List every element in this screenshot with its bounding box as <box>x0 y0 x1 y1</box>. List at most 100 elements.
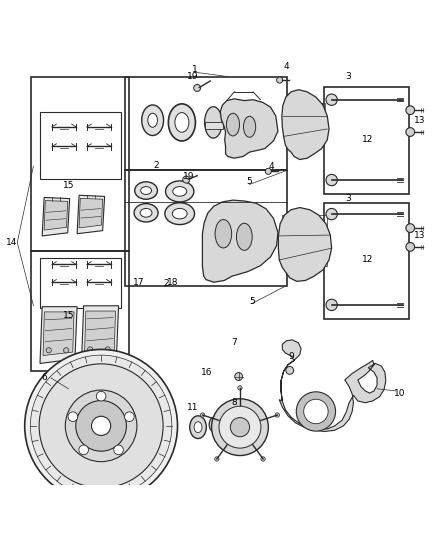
Bar <box>31 77 130 251</box>
Circle shape <box>304 399 328 424</box>
Text: 14: 14 <box>6 238 17 247</box>
Ellipse shape <box>190 416 206 439</box>
Bar <box>31 251 130 372</box>
Circle shape <box>215 457 219 461</box>
Polygon shape <box>85 311 116 354</box>
Polygon shape <box>220 99 278 158</box>
Ellipse shape <box>205 107 222 138</box>
Text: 1: 1 <box>192 64 198 74</box>
Text: 13: 13 <box>414 231 426 240</box>
Text: 15: 15 <box>63 311 74 320</box>
Text: 12: 12 <box>362 135 373 144</box>
Circle shape <box>68 412 78 422</box>
Ellipse shape <box>226 113 240 136</box>
Polygon shape <box>279 340 386 432</box>
Circle shape <box>96 391 106 401</box>
Circle shape <box>124 412 134 422</box>
Circle shape <box>406 243 415 251</box>
Text: 10: 10 <box>395 389 406 398</box>
Polygon shape <box>205 123 223 129</box>
Circle shape <box>105 347 110 352</box>
Polygon shape <box>44 200 68 230</box>
Text: 2: 2 <box>153 161 159 169</box>
Circle shape <box>275 413 279 417</box>
Ellipse shape <box>140 208 152 217</box>
Text: 17: 17 <box>132 278 144 287</box>
Circle shape <box>286 367 293 374</box>
Text: 3: 3 <box>345 72 351 81</box>
Circle shape <box>261 457 265 461</box>
Circle shape <box>183 176 190 183</box>
Bar <box>40 258 121 308</box>
Circle shape <box>219 406 261 448</box>
Circle shape <box>212 399 268 456</box>
Circle shape <box>296 392 336 431</box>
Circle shape <box>194 84 201 92</box>
Text: 19: 19 <box>183 172 194 181</box>
Circle shape <box>326 174 337 185</box>
Text: 16: 16 <box>201 368 212 377</box>
Polygon shape <box>43 312 74 356</box>
Circle shape <box>39 364 163 488</box>
Circle shape <box>201 413 205 417</box>
Polygon shape <box>282 90 329 159</box>
Bar <box>125 77 287 171</box>
Circle shape <box>230 417 250 437</box>
Circle shape <box>406 224 415 232</box>
Circle shape <box>88 347 93 352</box>
Circle shape <box>326 94 337 106</box>
Ellipse shape <box>172 208 187 219</box>
Text: 3: 3 <box>345 195 351 203</box>
Text: 19: 19 <box>187 72 198 81</box>
Polygon shape <box>40 306 77 364</box>
Ellipse shape <box>165 203 194 224</box>
Bar <box>125 171 287 286</box>
Circle shape <box>25 350 177 502</box>
Circle shape <box>114 445 124 455</box>
Ellipse shape <box>194 422 202 433</box>
Polygon shape <box>202 200 278 282</box>
Ellipse shape <box>209 417 220 432</box>
Text: 6: 6 <box>42 373 47 382</box>
Ellipse shape <box>244 116 256 138</box>
Text: 5: 5 <box>247 177 252 186</box>
Text: 7: 7 <box>231 338 237 348</box>
Circle shape <box>30 355 172 497</box>
Ellipse shape <box>173 187 187 196</box>
Ellipse shape <box>135 182 157 199</box>
Polygon shape <box>77 195 105 234</box>
Text: 18: 18 <box>167 278 179 287</box>
Text: 4: 4 <box>284 62 290 71</box>
Ellipse shape <box>134 204 158 222</box>
Ellipse shape <box>166 181 194 202</box>
Text: 8: 8 <box>231 398 237 407</box>
Text: 2: 2 <box>164 279 170 288</box>
Ellipse shape <box>215 220 232 248</box>
Text: 11: 11 <box>187 402 198 411</box>
Ellipse shape <box>168 104 195 141</box>
Circle shape <box>326 208 337 220</box>
Circle shape <box>238 386 242 390</box>
Text: 15: 15 <box>63 181 74 190</box>
Text: 9: 9 <box>288 351 294 360</box>
Bar <box>324 203 409 319</box>
Ellipse shape <box>148 113 157 127</box>
Ellipse shape <box>237 223 252 251</box>
Ellipse shape <box>141 187 152 195</box>
Circle shape <box>235 373 243 381</box>
Bar <box>282 215 327 265</box>
Polygon shape <box>42 197 70 236</box>
Circle shape <box>65 390 137 462</box>
Bar <box>40 111 121 179</box>
Text: 5: 5 <box>249 297 254 306</box>
Bar <box>324 87 409 195</box>
Circle shape <box>92 416 111 435</box>
Polygon shape <box>79 198 102 228</box>
Text: 12: 12 <box>362 255 373 264</box>
Circle shape <box>406 128 415 136</box>
Bar <box>286 103 325 142</box>
Text: 13: 13 <box>414 116 426 125</box>
Circle shape <box>277 77 283 83</box>
Circle shape <box>406 106 415 115</box>
Circle shape <box>265 168 272 174</box>
